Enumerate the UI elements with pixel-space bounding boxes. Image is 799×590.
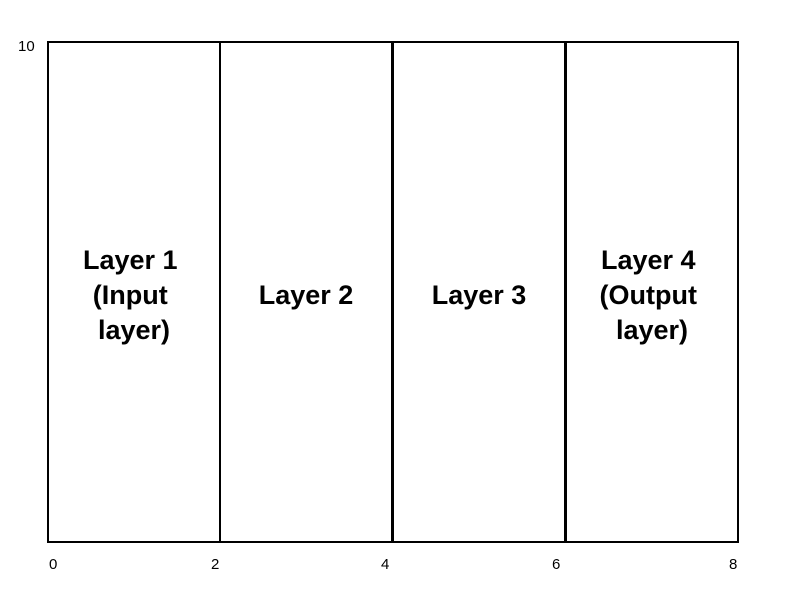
x-tick-0: 0 <box>49 556 57 573</box>
layer-labels: Layer 1 (Input layer) Layer 2 Layer 3 La… <box>83 245 705 345</box>
layer-4-label-line-2: (Output <box>600 280 697 310</box>
x-tick-6: 6 <box>552 556 560 573</box>
y-tick-top: 10 <box>18 38 35 55</box>
axis-tick-labels: 10 0 2 4 6 8 <box>18 38 737 573</box>
x-tick-2: 2 <box>211 556 219 573</box>
layer-2-label: Layer 2 <box>259 280 354 310</box>
layer-4-label: Layer 4 (Output layer) <box>600 245 705 345</box>
layer-1-label-line-2: (Input <box>93 280 168 310</box>
layer-3-label: Layer 3 <box>432 280 527 310</box>
layer-4-box <box>565 41 739 543</box>
x-tick-8: 8 <box>729 556 737 573</box>
layer-4-label-line-3: layer) <box>616 315 688 345</box>
layer-2-label-line-1: Layer 2 <box>259 280 354 310</box>
layer-1-label-line-3: layer) <box>98 315 170 345</box>
layer-3-label-line-1: Layer 3 <box>432 280 527 310</box>
layer-1-label: Layer 1 (Input layer) <box>83 245 185 345</box>
layer-boxes <box>47 41 739 543</box>
x-tick-4: 4 <box>381 556 389 573</box>
layer-1-label-line-1: Layer 1 <box>83 245 178 275</box>
layer-4-label-line-1: Layer 4 <box>601 245 696 275</box>
